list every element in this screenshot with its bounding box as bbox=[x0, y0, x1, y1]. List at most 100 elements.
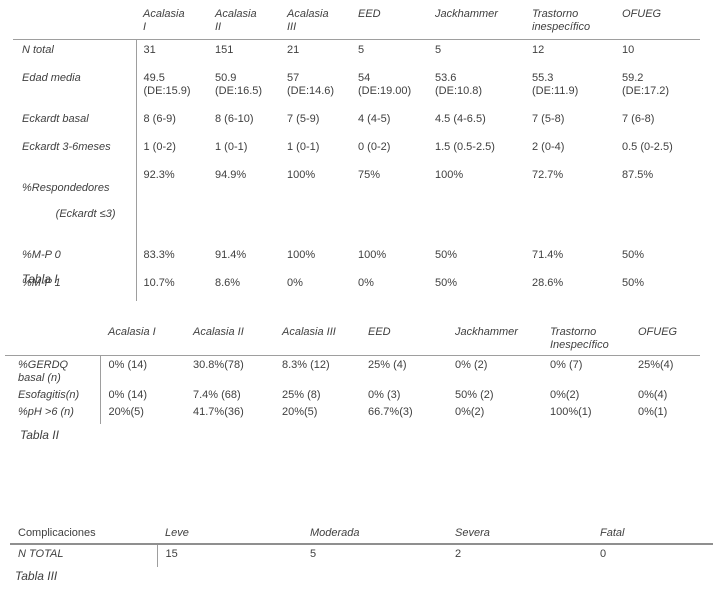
row-label: N total bbox=[13, 39, 137, 68]
cell: 2 bbox=[455, 548, 462, 560]
tabla-2-corner-cell bbox=[5, 322, 100, 356]
cell: 28.6% bbox=[532, 277, 564, 289]
row-label-line2: (Eckardt ≤3) bbox=[55, 208, 116, 220]
column-header: Acalasia I bbox=[100, 322, 185, 356]
cell: 8.6% bbox=[215, 277, 241, 289]
row-label: Eckardt 3-6meses bbox=[13, 137, 137, 165]
table-row: %M-P 1 10.7% 8.6% 0% 0% 50% 28.6% 50% bbox=[13, 273, 700, 301]
column-header: Severa bbox=[447, 525, 592, 545]
cell: 0% bbox=[358, 277, 374, 289]
cell: 72.7% bbox=[532, 169, 564, 181]
cell: 59.2 (DE:17.2) bbox=[622, 72, 670, 97]
cell: 0% bbox=[287, 277, 303, 289]
cell: 0% (14) bbox=[108, 359, 148, 371]
cell: 20%(5) bbox=[108, 406, 144, 418]
column-header: Acalasia III bbox=[274, 322, 360, 356]
column-header: Moderada bbox=[302, 525, 447, 545]
cell: 21 bbox=[287, 44, 300, 56]
cell: 71.4% bbox=[532, 249, 564, 261]
column-header: OFUEG bbox=[615, 4, 700, 40]
row-label: Esofagitis(n) bbox=[5, 386, 101, 403]
cell: 100% bbox=[287, 169, 316, 181]
column-header: EED bbox=[351, 4, 428, 40]
cell: 10.7% bbox=[143, 277, 175, 289]
tabla-1-header-row: Acalasia I Acalasia II Acalasia III EED … bbox=[13, 4, 700, 40]
table-row: Edad media 49.5 (DE:15.9) 50.9 (DE:16.5)… bbox=[13, 68, 700, 109]
cell: 2 (0-4) bbox=[532, 141, 565, 153]
cell: 7.4% (68) bbox=[193, 389, 241, 401]
table-row: N total 31 151 21 5 5 12 10 bbox=[13, 39, 700, 68]
cell: 57 (DE:14.6) bbox=[287, 72, 335, 97]
column-header: Acalasia II bbox=[208, 4, 280, 40]
cell: 0% (2) bbox=[455, 359, 488, 371]
cell: 31 bbox=[143, 44, 156, 56]
cell: 1 (0-1) bbox=[215, 141, 248, 153]
column-header: Jackhammer bbox=[428, 4, 525, 40]
cell: 0%(2) bbox=[550, 389, 580, 401]
row-label: %GERDQ basal (n) bbox=[5, 355, 101, 386]
cell: 50.9 (DE:16.5) bbox=[215, 72, 263, 97]
cell: 100% bbox=[287, 249, 316, 261]
cell: 1.5 (0.5-2.5) bbox=[435, 141, 495, 153]
table-row: Eckardt basal 8 (6-9) 8 (6-10) 7 (5-9) 4… bbox=[13, 109, 700, 137]
cell: 7 (5-9) bbox=[287, 113, 320, 125]
cell: 0% (7) bbox=[550, 359, 583, 371]
cell: 0.5 (0-2.5) bbox=[622, 141, 673, 153]
column-header: Acalasia I bbox=[136, 4, 208, 40]
cell: 1 (0-2) bbox=[143, 141, 176, 153]
column-header: OFUEG bbox=[630, 322, 700, 356]
cell: 50% bbox=[622, 249, 645, 261]
column-header: Jackhammer bbox=[447, 322, 542, 356]
row-label: Edad media bbox=[13, 68, 137, 109]
column-header: Fatal bbox=[592, 525, 713, 545]
cell: 4 (4-5) bbox=[358, 113, 391, 125]
cell: 92.3% bbox=[143, 169, 175, 181]
cell: 94.9% bbox=[215, 169, 247, 181]
cell: 1 (0-1) bbox=[287, 141, 320, 153]
column-header: Acalasia II bbox=[185, 322, 274, 356]
cell: 25% (4) bbox=[368, 359, 407, 371]
cell: 8 (6-10) bbox=[215, 113, 254, 125]
cell: 54 (DE:19.00) bbox=[358, 72, 412, 97]
cell: 7 (5-8) bbox=[532, 113, 565, 125]
tabla-2-caption: Tabla II bbox=[20, 428, 59, 442]
tabla-3-header-row: Complicaciones Leve Moderada Severa Fata… bbox=[10, 525, 713, 545]
cell: 91.4% bbox=[215, 249, 247, 261]
cell: 15 bbox=[165, 548, 178, 560]
cell: 83.3% bbox=[143, 249, 175, 261]
column-header-complicaciones: Complicaciones bbox=[10, 525, 157, 545]
row-label: %Respondedores (Eckardt ≤3) bbox=[13, 165, 137, 245]
cell: 5 bbox=[310, 548, 317, 560]
tabla-1: Acalasia I Acalasia II Acalasia III EED … bbox=[13, 4, 700, 301]
column-header: Trastorno Inespecífico bbox=[542, 322, 630, 356]
cell: 151 bbox=[215, 44, 234, 56]
cell: 53.6 (DE:10.8) bbox=[435, 72, 483, 97]
tabla-1-caption: Tabla I bbox=[22, 272, 58, 286]
cell: 50% (2) bbox=[455, 389, 494, 401]
cell: 20%(5) bbox=[282, 406, 318, 418]
cell: 8.3% (12) bbox=[282, 359, 330, 371]
column-header: Leve bbox=[157, 525, 302, 545]
cell: 0% (3) bbox=[368, 389, 401, 401]
cell: 5 bbox=[358, 44, 365, 56]
cell: 100% bbox=[435, 169, 464, 181]
table-row: Esofagitis(n) 0% (14) 7.4% (68) 25% (8) … bbox=[5, 386, 700, 403]
cell: 12 bbox=[532, 44, 545, 56]
cell: 87.5% bbox=[622, 169, 654, 181]
cell: 25% (8) bbox=[282, 389, 321, 401]
table-row: N TOTAL 15 5 2 0 bbox=[10, 544, 713, 567]
cell: 30.8%(78) bbox=[193, 359, 244, 371]
cell: 0 (0-2) bbox=[358, 141, 391, 153]
table-row: %pH >6 (n) 20%(5) 41.7%(36) 20%(5) 66.7%… bbox=[5, 403, 700, 424]
cell: 49.5 (DE:15.9) bbox=[143, 72, 191, 97]
cell: 41.7%(36) bbox=[193, 406, 244, 418]
cell: 0%(1) bbox=[638, 406, 668, 418]
row-label: %M-P 1 bbox=[13, 273, 137, 301]
tabla-1-corner-cell bbox=[13, 4, 136, 40]
cell: 0% (14) bbox=[108, 389, 148, 401]
cell: 0 bbox=[600, 548, 607, 560]
table-row: %GERDQ basal (n) 0% (14) 30.8%(78) 8.3% … bbox=[5, 355, 700, 386]
row-label: Eckardt basal bbox=[13, 109, 137, 137]
table-row: Eckardt 3-6meses 1 (0-2) 1 (0-1) 1 (0-1)… bbox=[13, 137, 700, 165]
tabla-2: Acalasia I Acalasia II Acalasia III EED … bbox=[5, 322, 700, 424]
